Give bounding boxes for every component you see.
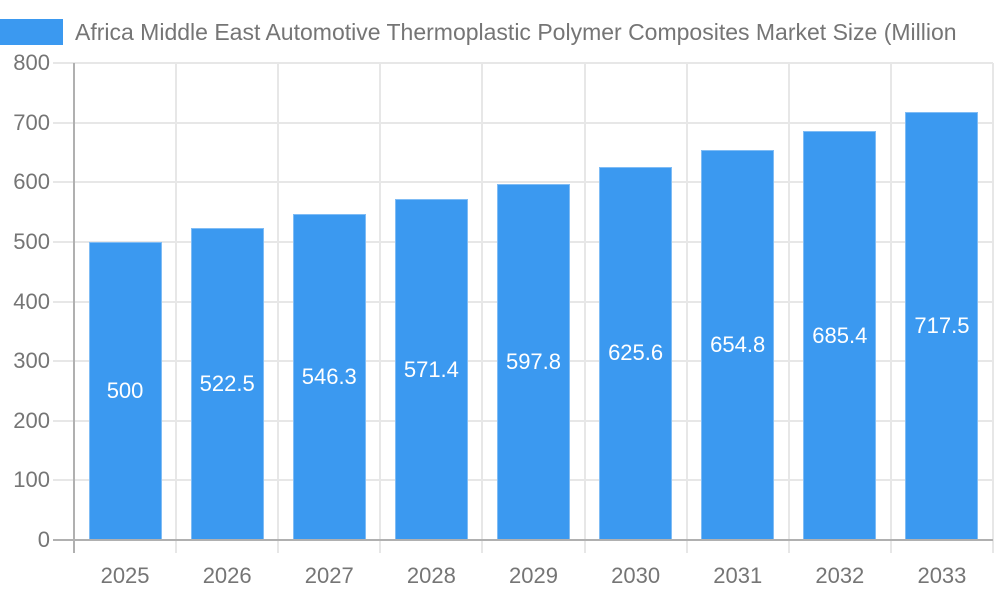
bar-2031 (701, 149, 775, 540)
bar-value-label: 571.4 (403, 356, 459, 382)
bar-value-label: 625.6 (608, 340, 664, 366)
bar-value-label: 546.3 (301, 364, 357, 390)
x-gridline (889, 63, 892, 553)
bar-value-label: 654.8 (710, 331, 766, 357)
y-tick-label: 800 (13, 50, 50, 75)
bar-2033 (905, 112, 979, 540)
y-tick-label: 300 (13, 348, 50, 374)
y-tick-label: 700 (13, 109, 50, 135)
x-tick-label: 2030 (611, 563, 661, 588)
x-gridline (583, 63, 586, 553)
y-tick-label: 0 (37, 527, 50, 552)
x-tick-label: 2026 (202, 563, 252, 588)
y-tick-label: 100 (13, 467, 50, 493)
x-gridline (277, 63, 280, 553)
x-gridline (175, 63, 178, 553)
y-gridline (53, 121, 993, 124)
x-tick-label: 2025 (100, 563, 150, 588)
legend-swatch[interactable] (0, 19, 63, 45)
x-gridline (379, 63, 382, 553)
x-tick-label: 2027 (304, 563, 354, 588)
bar-value-label: 522.5 (199, 371, 255, 397)
x-tick-label: 2031 (713, 563, 763, 588)
chart-legend: Africa Middle East Automotive Thermoplas… (0, 0, 1000, 56)
y-gridline (53, 181, 993, 184)
bar-value-label: 717.5 (914, 313, 970, 339)
bar-2032 (803, 131, 877, 540)
bar-2030 (599, 166, 673, 540)
x-axis-line (53, 539, 993, 541)
y-tick-label: 400 (13, 288, 50, 314)
bar-value-label: 500 (106, 377, 144, 403)
bar-2029 (497, 183, 570, 540)
x-gridline (481, 63, 484, 553)
bar-value-label: 685.4 (812, 322, 868, 348)
x-gridline (685, 63, 688, 553)
x-tick-label: 2033 (917, 563, 967, 588)
y-tick-label: 200 (13, 407, 50, 433)
x-tick-label: 2028 (406, 563, 456, 588)
x-tick-label: 2032 (815, 563, 865, 588)
y-axis-line (73, 63, 75, 553)
bar-2027 (292, 214, 366, 540)
x-gridline (992, 63, 994, 553)
chart-title: Africa Middle East Automotive Thermoplas… (75, 19, 957, 45)
bar-2025 (88, 241, 162, 540)
bar-2028 (394, 199, 468, 540)
y-gridline (53, 62, 993, 64)
y-tick-label: 600 (13, 169, 50, 195)
y-tick-label: 500 (13, 228, 50, 254)
x-tick-label: 2029 (509, 563, 558, 588)
x-gridline (787, 63, 790, 553)
bar-value-label: 597.8 (505, 348, 562, 374)
